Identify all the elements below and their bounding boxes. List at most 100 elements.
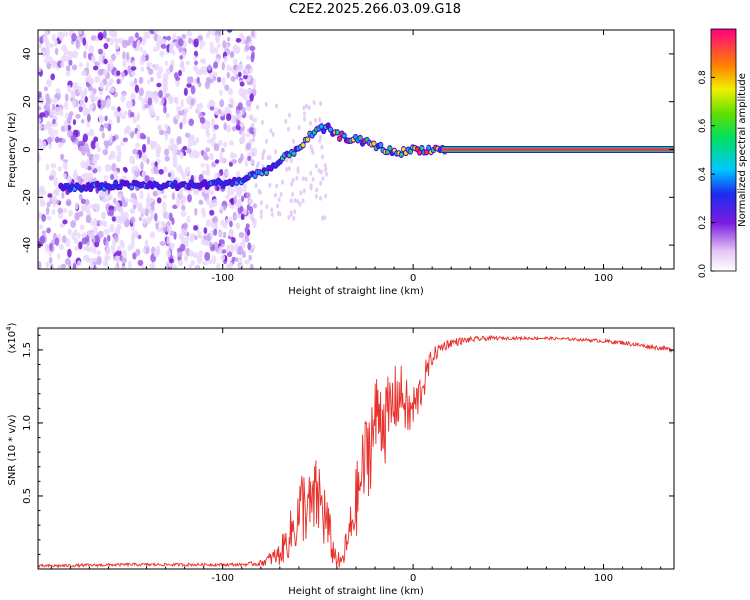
noise-blob [235, 38, 242, 43]
noise-blob [109, 78, 114, 85]
noise-blob [52, 118, 56, 125]
noise-blob [250, 159, 254, 165]
noise-blob [182, 145, 188, 151]
noise-blob [187, 37, 193, 44]
noise-blob [54, 187, 60, 197]
noise-blob [109, 223, 115, 233]
noise-blob [275, 103, 279, 109]
noise-blob [222, 40, 227, 49]
noise-blob [253, 127, 257, 133]
noise-blob [245, 142, 251, 150]
noise-blob [62, 219, 68, 225]
noise-blob [209, 45, 216, 55]
noise-blob [111, 216, 117, 222]
signal-blob [326, 123, 330, 128]
noise-blob [265, 204, 269, 210]
noise-blob [238, 63, 243, 72]
noise-blob [109, 133, 113, 143]
noise-blob [309, 144, 313, 150]
noise-blob [162, 194, 167, 200]
noise-blob [115, 201, 120, 209]
noise-blob [113, 37, 119, 44]
signal-blob [321, 128, 326, 133]
noise-blob [186, 148, 192, 154]
noise-blob [125, 51, 130, 61]
noise-blob [232, 58, 238, 66]
snr-y-label: SNR (10 * v/v) [7, 414, 18, 485]
noise-blob [167, 94, 174, 102]
noise-blob [229, 244, 236, 254]
noise-blob [127, 260, 132, 269]
noise-blob [164, 60, 169, 67]
noise-blob [166, 235, 171, 245]
noise-blob [51, 103, 56, 111]
noise-blob [195, 265, 199, 269]
noise-blob [185, 60, 191, 66]
noise-blob [87, 77, 93, 83]
noise-blob [149, 263, 154, 269]
noise-blob [193, 38, 199, 48]
noise-blob [219, 99, 225, 108]
noise-blob [213, 61, 219, 69]
noise-blob [100, 99, 106, 108]
noise-blob [222, 204, 227, 211]
noise-blob [166, 225, 172, 234]
signal-blob [292, 151, 296, 156]
y-tick-label: 0 [22, 146, 33, 152]
noise-blob [102, 149, 109, 156]
noise-blob [116, 154, 122, 163]
noise-blob [117, 193, 122, 200]
noise-blob [156, 144, 161, 153]
noise-blob [169, 137, 175, 145]
noise-blob [318, 117, 322, 123]
noise-blob [221, 249, 227, 254]
colorbar-ticks: 0.0 0.2 0.4 0.6 0.8 [698, 70, 715, 278]
noise-blob [115, 144, 122, 152]
noise-blob [287, 214, 291, 220]
noise-blob [199, 42, 203, 50]
noise-blob [146, 136, 151, 145]
noise-blob [152, 93, 156, 102]
noise-blob [209, 209, 215, 216]
noise-blob [41, 213, 46, 222]
noise-blob [173, 143, 178, 151]
noise-blob [169, 242, 175, 250]
noise-blob [131, 71, 136, 77]
noise-blob [309, 183, 313, 189]
noise-blob [251, 216, 255, 222]
noise-blob [138, 87, 144, 97]
noise-blob [207, 64, 212, 71]
noise-blob [245, 55, 250, 61]
snr-series-line [38, 334, 674, 569]
noise-blob [90, 230, 95, 240]
signal-blob [388, 146, 392, 151]
noise-blob [96, 249, 101, 256]
noise-blob [131, 60, 136, 67]
signal-blob [337, 136, 342, 141]
noise-blob [155, 115, 160, 121]
noise-blob [134, 84, 140, 94]
noise-blob [46, 201, 51, 208]
noise-blob [65, 198, 72, 207]
noise-blob [222, 231, 227, 239]
noise-blob [169, 258, 174, 264]
noise-blob [61, 192, 65, 199]
noise-blob [190, 259, 195, 266]
noise-blob [180, 66, 186, 73]
colorbar: 0.0 0.2 0.4 0.6 0.8 Normalized spectral ampl… [698, 28, 748, 278]
noise-blob [86, 246, 91, 252]
noise-blob [38, 139, 43, 149]
noise-blob [103, 122, 109, 129]
noise-blob [180, 210, 187, 218]
noise-blob [147, 68, 154, 75]
noise-blob [134, 32, 139, 39]
noise-blob [195, 190, 200, 196]
signal-blob [230, 181, 235, 186]
noise-blob [65, 71, 70, 77]
noise-blob [130, 216, 136, 224]
noise-blob [53, 177, 59, 187]
noise-blob [153, 30, 160, 33]
noise-blob [202, 260, 208, 266]
noise-blob [78, 62, 83, 68]
noise-blob [100, 220, 104, 226]
